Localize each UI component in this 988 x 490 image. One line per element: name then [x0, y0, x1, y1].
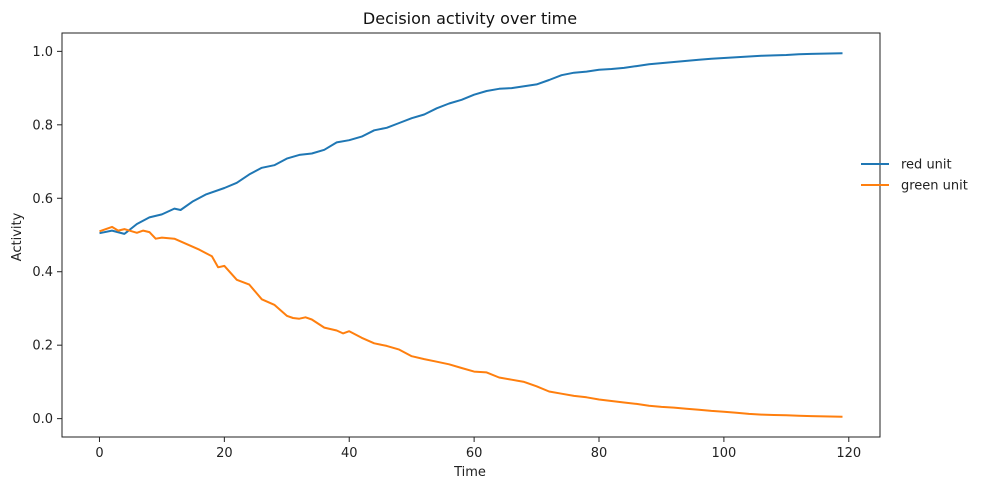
legend-label-1: green unit: [901, 179, 968, 194]
x-tick-label: 60: [466, 446, 483, 461]
y-axis: 0.0 0.2 0.4 0.6 0.8 1.0: [32, 45, 62, 427]
y-tick-label: 0.6: [32, 192, 53, 207]
x-tick-label: 0: [95, 446, 103, 461]
y-tick-label: 1.0: [32, 45, 53, 60]
series-line-1: [99, 225, 843, 418]
x-tick-label: 100: [711, 446, 736, 461]
x-axis: 0 20 40 60 80 100 120: [95, 437, 861, 461]
y-tick-label: 0.2: [32, 339, 53, 354]
plot-frame: [61, 32, 881, 438]
x-axis-label: Time: [453, 465, 486, 480]
x-tick-label: 40: [341, 446, 358, 461]
legend: red unit green unit: [861, 158, 968, 194]
x-tick-label: 80: [591, 446, 608, 461]
x-tick-label: 20: [216, 446, 233, 461]
plot-area: [61, 32, 881, 438]
y-tick-label: 0.4: [32, 265, 53, 280]
y-axis-label: Activity: [10, 212, 25, 261]
legend-label-0: red unit: [901, 158, 952, 173]
y-tick-label: 0.8: [32, 118, 53, 133]
y-tick-label: 0.0: [32, 412, 53, 427]
x-tick-label: 120: [836, 446, 861, 461]
chart-title: Decision activity over time: [363, 9, 577, 28]
series-line-0: [99, 52, 843, 235]
